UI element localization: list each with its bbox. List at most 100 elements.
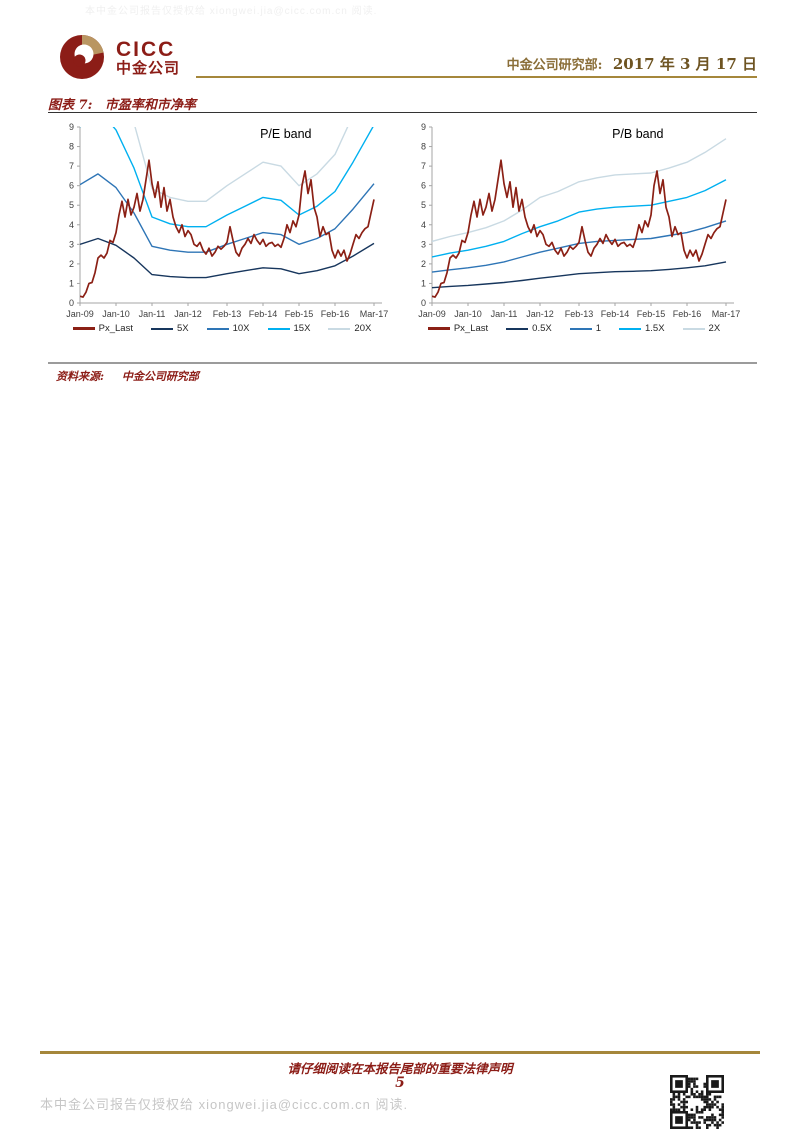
svg-text:5: 5 [69, 200, 74, 210]
legend-swatch [206, 327, 229, 330]
svg-text:9: 9 [69, 122, 74, 132]
svg-text:8: 8 [421, 142, 426, 152]
svg-text:2: 2 [69, 259, 74, 269]
legend-swatch [427, 327, 450, 330]
footer-divider [40, 1051, 760, 1054]
svg-text:4: 4 [421, 220, 426, 230]
legend-item: 5X [150, 323, 189, 334]
legend-swatch [619, 327, 641, 330]
svg-text:Jan-09: Jan-09 [66, 309, 94, 319]
legend-swatch [682, 327, 705, 330]
svg-text:3: 3 [421, 239, 426, 249]
legend-label: 2X [708, 323, 721, 334]
legend-label: 5X [176, 323, 189, 334]
svg-text:6: 6 [421, 181, 426, 191]
legend-item: Px_Last [72, 323, 133, 334]
legend-label: 15X [293, 323, 311, 334]
pe-band-chart: 0 1 2 3 4 5 6 7 8 9 Jan-09 Jan-10 Jan-11 Jan-12 Feb-13… [52, 116, 392, 334]
svg-text:7: 7 [69, 161, 74, 171]
source-value: 中金公司研究部 [121, 370, 199, 383]
logo-chinese-text: 中金公司 [116, 60, 181, 77]
legend-swatch [569, 327, 592, 330]
svg-text:Feb-13: Feb-13 [213, 309, 242, 319]
svg-text:4: 4 [69, 220, 74, 230]
svg-text:2: 2 [421, 259, 426, 269]
legend-item: 20X [328, 323, 371, 334]
svg-text:Feb-16: Feb-16 [673, 309, 702, 319]
svg-text:1: 1 [69, 278, 74, 288]
legend-label: 10X [232, 323, 250, 334]
source-divider [48, 362, 757, 364]
svg-text:9: 9 [421, 122, 426, 132]
pb-band-chart: 0 1 2 3 4 5 6 7 8 9 Jan-09 Jan-10 Jan-11 Jan-12 Feb-13… [404, 116, 744, 334]
legend-swatch [72, 327, 95, 330]
report-date: 2017 年 3 月 17 日 [612, 55, 757, 73]
legend-item: 10X [206, 323, 250, 334]
legend-item: 15X [267, 323, 311, 334]
svg-text:8: 8 [69, 142, 74, 152]
figure-caption-divider [48, 112, 757, 113]
research-dept-label: 中金公司研究部: [506, 58, 603, 73]
svg-text:6: 6 [69, 181, 74, 191]
svg-text:Jan-09: Jan-09 [418, 309, 446, 319]
svg-text:0: 0 [421, 298, 426, 308]
svg-text:Jan-10: Jan-10 [102, 309, 130, 319]
legend-item: Px_Last [427, 323, 489, 334]
logo-text: CICC 中金公司 [116, 38, 181, 77]
legend-label: 1 [595, 323, 601, 334]
svg-text:Feb-13: Feb-13 [565, 309, 594, 319]
source-line: 资料来源: 中金公司研究部 [56, 368, 199, 384]
logo-cicc-text: CICC [116, 38, 176, 61]
legend-swatch [267, 327, 290, 330]
legend-label: Px_Last [98, 323, 133, 334]
header-divider [196, 76, 757, 78]
svg-text:Mar-17: Mar-17 [712, 309, 741, 319]
svg-text:1: 1 [421, 278, 426, 288]
svg-text:Feb-14: Feb-14 [249, 309, 278, 319]
top-watermark: 本中金公司报告仅授权给 xiongwei.jia@cicc.com.cn 阅读. [85, 6, 378, 17]
svg-text:0: 0 [69, 298, 74, 308]
svg-text:7: 7 [421, 161, 426, 171]
header-right: 中金公司研究部: 2017 年 3 月 17 日 [507, 53, 757, 74]
svg-text:Feb-16: Feb-16 [321, 309, 350, 319]
svg-text:Jan-12: Jan-12 [526, 309, 554, 319]
svg-text:Feb-15: Feb-15 [637, 309, 666, 319]
source-label: 资料来源: [56, 370, 105, 383]
svg-text:Jan-10: Jan-10 [454, 309, 482, 319]
svg-text:Feb-15: Feb-15 [285, 309, 314, 319]
legend-swatch [150, 327, 173, 330]
chart-title: P/B band [612, 127, 663, 141]
figure-caption-title: 市盈率和市净率 [104, 98, 196, 113]
legend-item: 1.5X [619, 323, 665, 334]
chart-title: P/E band [260, 127, 311, 141]
legend-swatch [328, 327, 351, 330]
pe-band-plot: 0 1 2 3 4 5 6 7 8 9 Jan-09 Jan-10 Jan-11 Jan-12 Feb-13… [52, 116, 392, 320]
page-number: 5 [395, 1075, 405, 1091]
pb-chart-svg: 0 1 2 3 4 5 6 7 8 9 Jan-09 Jan-10 Jan-11 Jan-12 Feb-13… [418, 122, 741, 319]
legend-label: 20X [354, 323, 372, 334]
legend-label: Px_Last [453, 323, 489, 334]
footer-disclaimer: 请仔细阅读在本报告尾部的重要法律声明 [287, 1061, 513, 1076]
svg-text:3: 3 [69, 239, 74, 249]
legend-item: 2X [682, 323, 721, 334]
figure-caption: 图表 7: 市盈率和市净率 [48, 94, 196, 113]
pe-chart-svg: 0 1 2 3 4 5 6 7 8 9 Jan-09 Jan-10 Jan-11 Jan-12 Feb-13… [66, 122, 389, 319]
svg-text:Jan-11: Jan-11 [491, 309, 518, 319]
legend-label: 1.5X [645, 323, 665, 334]
svg-text:Mar-17: Mar-17 [360, 309, 389, 319]
legend-swatch [506, 327, 529, 330]
pb-band-legend: Px_Last 0.5X 1 1.5X 2X [404, 323, 744, 334]
pb-band-plot: 0 1 2 3 4 5 6 7 8 9 Jan-09 Jan-10 Jan-11 Jan-12 Feb-13… [404, 116, 744, 320]
svg-text:5: 5 [421, 200, 426, 210]
pe-band-legend: Px_Last 5X 10X 15X 20X [52, 323, 392, 334]
legend-label: 0.5X [532, 323, 552, 334]
svg-text:Feb-14: Feb-14 [601, 309, 630, 319]
legend-item: 1 [569, 323, 601, 334]
authorization-watermark: 本中金公司报告仅授权给 xiongwei.jia@cicc.com.cn 阅读. [40, 1097, 409, 1112]
legend-item: 0.5X [506, 323, 552, 334]
svg-text:Jan-11: Jan-11 [139, 309, 166, 319]
figure-caption-label: 图表 7: [48, 98, 93, 113]
svg-text:Jan-12: Jan-12 [174, 309, 202, 319]
cicc-logo-icon [60, 34, 104, 79]
